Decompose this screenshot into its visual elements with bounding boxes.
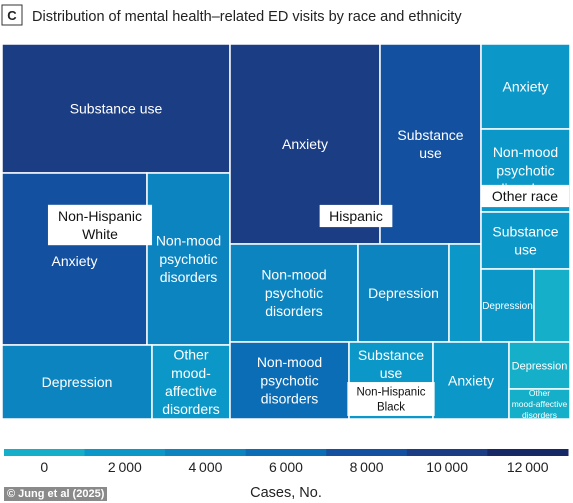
treemap-cell-label: Other mood-affective disorders (162, 347, 220, 418)
treemap-cell-label: Anxiety (282, 136, 328, 152)
treemap-cell-rect (379, 43, 482, 245)
treemap-cell: Anxiety (1, 172, 148, 346)
treemap-cell-rect (151, 344, 231, 420)
treemap-cell-rect (480, 211, 571, 270)
treemap-cell-rect (533, 268, 571, 343)
legend-tick-label: 12 000 (507, 459, 549, 475)
legend-axis-label: Cases, No. (250, 485, 322, 501)
treemap-cell: Substance use (379, 43, 482, 245)
legend-tick-label: 0 (40, 459, 48, 475)
panel-letter-box (1, 4, 23, 26)
treemap-cell-rect (448, 243, 482, 343)
credit-caption: © Jung et al (2025) (4, 487, 108, 501)
treemap-cell-label: Other mood-affective disorders (512, 388, 568, 420)
treemap-cell-label: Depression (512, 360, 568, 372)
treemap-cell: Depression (480, 268, 535, 343)
treemap-cell: Other mood-affective disorders (151, 344, 231, 420)
treemap-cell-label: Substance use (358, 347, 424, 381)
treemap-cell-label: Anxiety (503, 78, 549, 94)
treemap-cell-rect (508, 388, 571, 420)
group-label-box (480, 184, 570, 208)
group-label-box (47, 204, 153, 246)
group-label-box (319, 204, 393, 228)
treemap-cell-label: Depression (42, 374, 113, 390)
legend-swatch (4, 449, 86, 456)
treemap-cell (533, 268, 571, 343)
group-label-text: Other race (492, 188, 558, 204)
group-label: Non-Hispanic Black (347, 382, 435, 416)
treemap-cell-rect (1, 344, 153, 420)
treemap-cell-label: Substance use (397, 127, 463, 161)
legend-tick-label: 8 000 (350, 459, 384, 475)
group-label: Other race (480, 184, 570, 208)
treemap-cell: Depression (357, 243, 450, 343)
treemap-cell: Substance use (480, 211, 571, 270)
group-label: Non-Hispanic White (47, 204, 153, 246)
group-label: Hispanic (319, 204, 393, 228)
legend-tick-label: 6 000 (269, 459, 303, 475)
treemap-cell-rect (229, 243, 359, 343)
treemap-cell-rect (1, 43, 231, 174)
treemap-cell: Anxiety (480, 43, 571, 130)
legend-tick-label: 2 000 (108, 459, 142, 475)
treemap-cell-label: Substance use (70, 100, 163, 116)
chart-title: Distribution of mental health–related ED… (32, 9, 462, 25)
treemap-cell: Anxiety (432, 341, 510, 420)
color-legend: 0 2 000 4 000 6 000 8 000 10 000 12 000 Cases, … (4, 449, 569, 501)
treemap-cell-rect (480, 268, 535, 343)
treemap-cell: Depression (1, 344, 153, 420)
treemap-cell-rect (146, 172, 231, 346)
legend-swatch (487, 449, 569, 456)
treemap-cell: Other mood-affective disorders (508, 388, 571, 420)
legend-swatch (326, 449, 408, 456)
treemap-cell: Depression (508, 341, 571, 390)
treemap-cell-rect (357, 243, 450, 343)
panel-header: C Distribution of mental health–related … (1, 4, 462, 26)
treemap-cell-label: Depression (482, 301, 533, 312)
treemap-cell-label: Anxiety (448, 372, 494, 388)
treemap-cell-rect (432, 341, 510, 420)
treemap-cell (448, 243, 482, 343)
legend-swatch (406, 449, 488, 456)
treemap-cell-label: Substance use (492, 223, 558, 257)
group-label-box (347, 382, 435, 416)
treemap-cell-label: Anxiety (52, 253, 98, 269)
group-label-text: Non-Hispanic White (58, 208, 142, 242)
treemap-cell: Substance use (1, 43, 231, 174)
group-label-text: Hispanic (329, 208, 383, 224)
legend-tick-label: 10 000 (426, 459, 468, 475)
legend-tick-label: 4 000 (188, 459, 222, 475)
treemap-cell-label: Depression (368, 285, 439, 301)
group-label-text: Non-Hispanic Black (356, 387, 425, 414)
legend-swatch (245, 449, 327, 456)
group-labels: Non-Hispanic White Hispanic Other race Non-H… (47, 184, 570, 416)
legend-swatch (84, 449, 166, 456)
panel-letter: C (7, 8, 17, 23)
treemap-cell-rect (480, 43, 571, 130)
legend-swatch (165, 449, 247, 456)
treemap-cell-rect (229, 341, 350, 420)
